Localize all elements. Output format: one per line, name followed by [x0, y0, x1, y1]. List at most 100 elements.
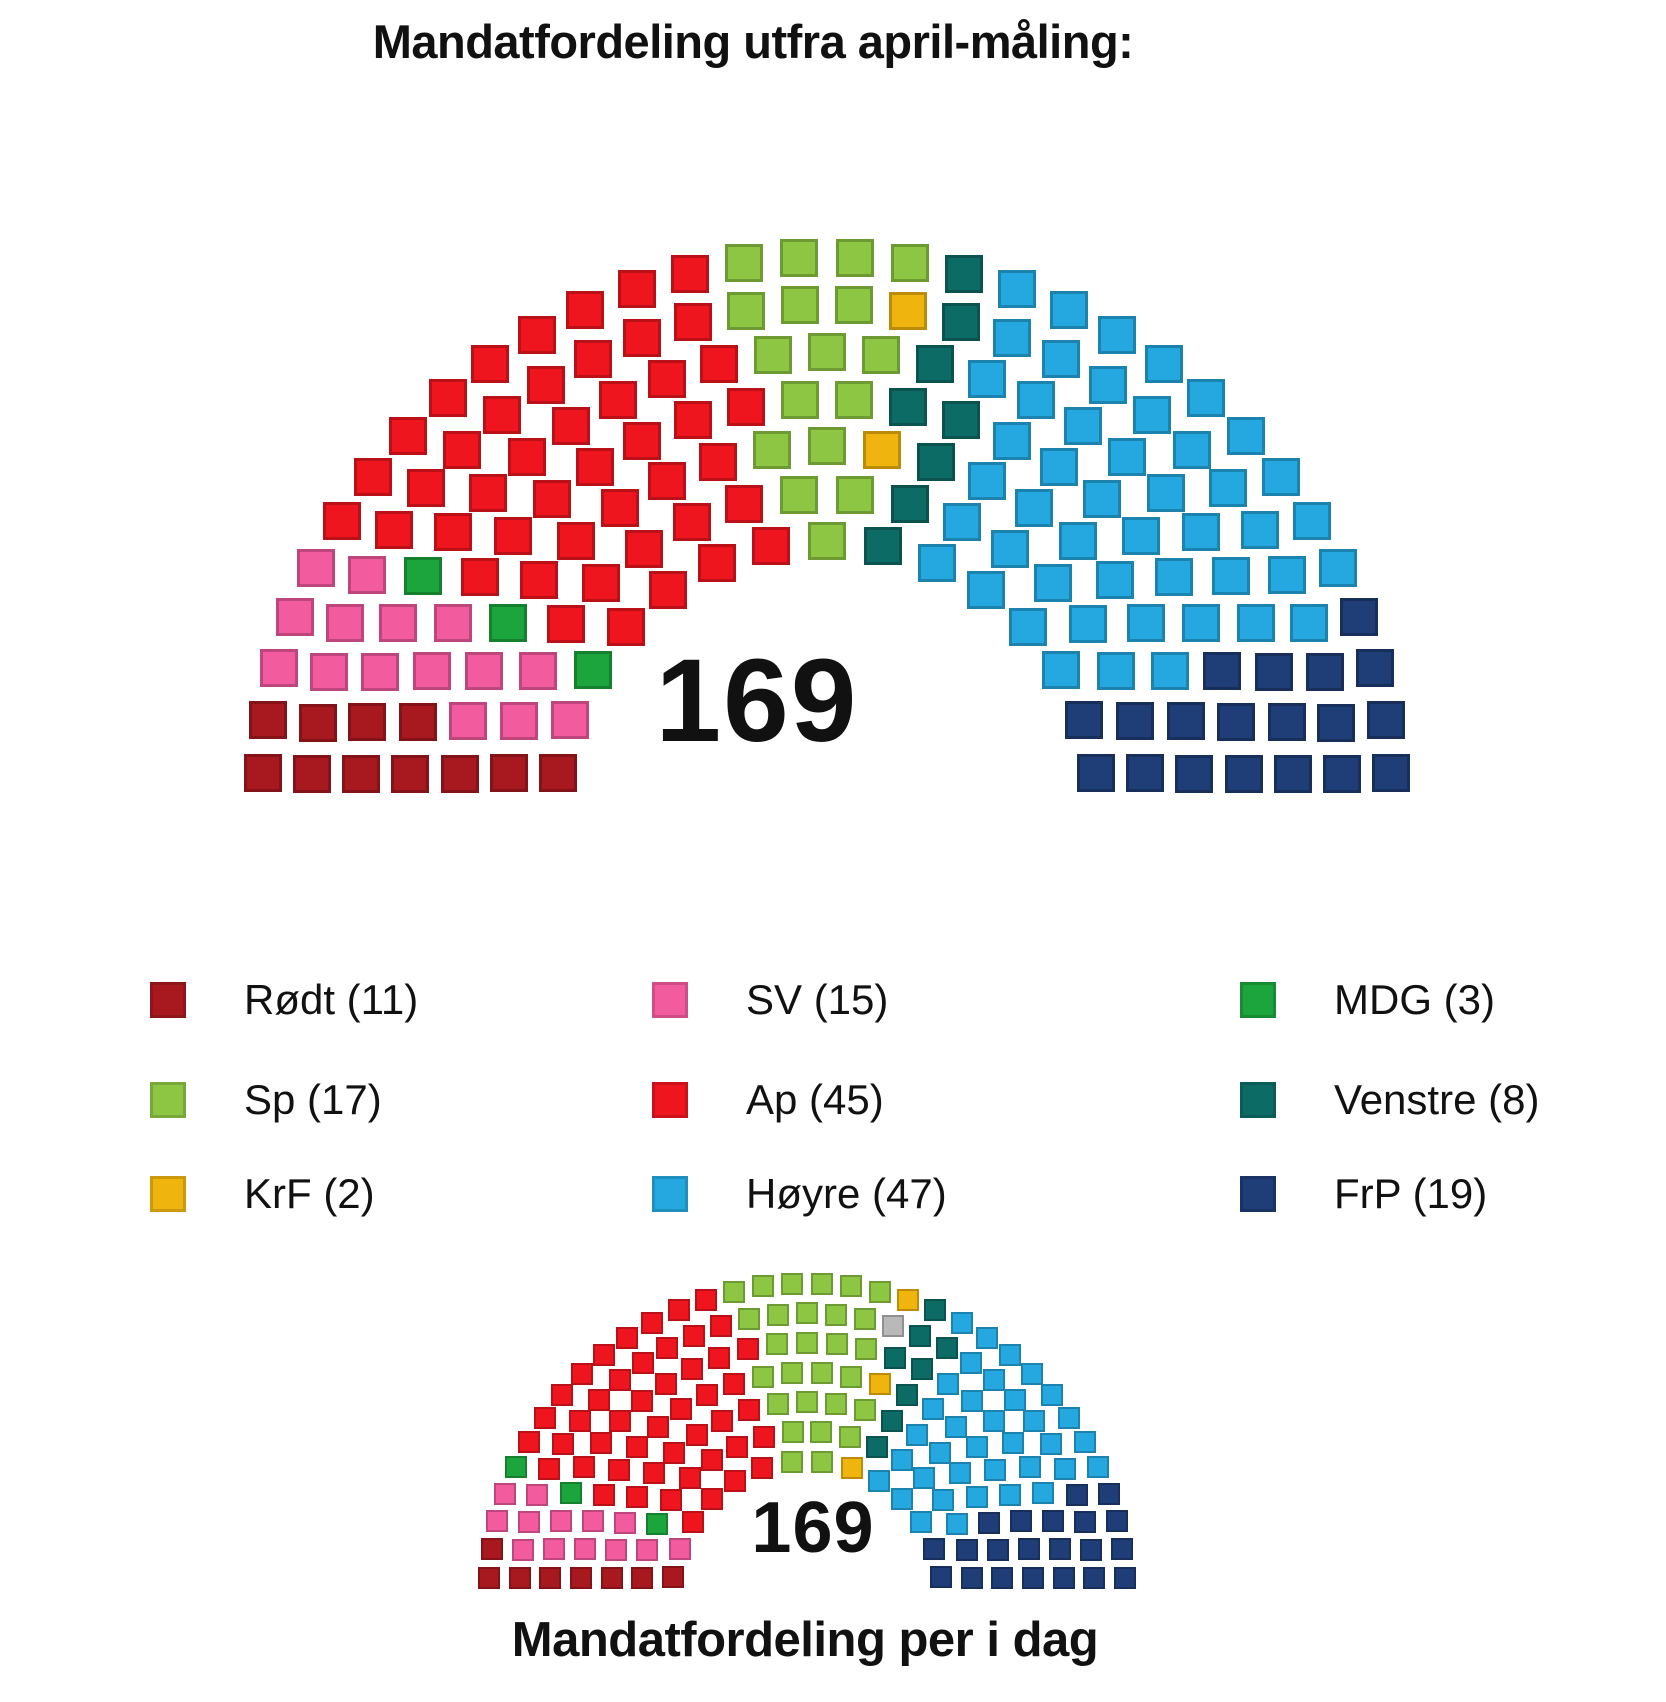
seat-frp	[930, 1566, 953, 1589]
seat-ap	[698, 544, 737, 583]
seat-sp	[862, 336, 901, 375]
seat-høyre	[906, 1423, 929, 1446]
seat-venstre	[941, 302, 980, 341]
seat-frp	[1097, 1482, 1120, 1505]
seat-sv	[297, 549, 336, 588]
seat-andre	[882, 1314, 905, 1337]
seat-ap	[608, 1369, 631, 1392]
legend-swatch	[652, 1176, 688, 1212]
seat-frp	[1042, 1509, 1065, 1532]
seat-ap	[670, 1398, 693, 1421]
seat-ap	[323, 502, 362, 541]
seat-høyre	[961, 1390, 984, 1413]
seat-sp	[781, 286, 819, 325]
seat-frp	[1064, 700, 1103, 739]
seat-sp	[781, 1361, 804, 1384]
seat-frp	[1076, 753, 1115, 792]
seat-ap	[710, 1409, 733, 1432]
seat-frp	[1116, 701, 1155, 740]
seat-høyre	[966, 571, 1005, 610]
seat-sp	[811, 1450, 834, 1473]
seat-høyre	[1049, 290, 1088, 329]
seat-sv	[581, 1510, 604, 1533]
seat-frp	[960, 1567, 983, 1589]
seat-høyre	[950, 1311, 973, 1334]
chart-caption: Mandatfordeling per i dag	[511, 1613, 1099, 1667]
seat-høyre	[1236, 603, 1275, 642]
seat-ap	[600, 488, 639, 527]
seat-krf	[897, 1288, 920, 1311]
seat-ap	[726, 387, 765, 426]
legend-label: Høyre (47)	[746, 1170, 947, 1217]
seat-frp	[1255, 652, 1294, 691]
seat-ap	[674, 302, 713, 341]
seat-sv	[499, 701, 538, 740]
seat-frp	[1022, 1566, 1044, 1589]
seat-sv	[465, 651, 504, 690]
seat-rødt	[292, 755, 331, 794]
seat-rødt	[631, 1567, 654, 1589]
seat-høyre	[1187, 379, 1226, 418]
seat-ap	[662, 1441, 685, 1464]
seat-sv	[360, 652, 399, 691]
seat-sp	[751, 1365, 774, 1388]
seat-ap	[673, 503, 712, 542]
seat-ap	[443, 430, 482, 469]
seat-høyre	[999, 1343, 1022, 1366]
seat-sp	[796, 1302, 818, 1325]
seat-høyre	[867, 1470, 890, 1493]
legend-swatch	[1240, 1082, 1276, 1118]
seat-venstre	[935, 1337, 958, 1360]
seat-sv	[348, 556, 387, 595]
seat-venstre	[883, 1346, 906, 1369]
seat-ap	[589, 1432, 612, 1455]
seat-høyre	[960, 1352, 983, 1375]
seat-høyre	[1039, 1433, 1062, 1456]
seat-ap	[626, 1485, 649, 1508]
seat-frp	[991, 1566, 1014, 1589]
seat-krf	[868, 1372, 891, 1395]
seat-krf	[888, 291, 927, 330]
seat-sv	[412, 652, 451, 691]
seat-sp	[853, 1399, 876, 1422]
seat-ap	[428, 379, 467, 418]
seat-krf	[840, 1457, 863, 1480]
seat-frp	[1267, 703, 1306, 742]
page-title: Mandatfordeling utfra april-måling:	[372, 15, 1134, 68]
seat-høyre	[942, 503, 981, 542]
seat-venstre	[924, 1298, 947, 1321]
legend-item: Ap (45)	[652, 1078, 884, 1122]
seat-ap	[587, 1388, 610, 1411]
seat-ap	[551, 406, 590, 445]
legend-label: Ap (45)	[746, 1076, 884, 1123]
seat-ap	[642, 1462, 665, 1485]
seat-høyre	[1095, 560, 1134, 599]
seat-høyre	[1054, 1458, 1077, 1481]
seat-ap	[576, 447, 615, 486]
legend-label: SV (15)	[746, 976, 889, 1023]
seat-høyre	[1292, 502, 1331, 541]
seat-ap	[681, 1511, 704, 1534]
seat-høyre	[890, 1449, 913, 1472]
seat-frp	[1065, 1484, 1088, 1507]
seat-venstre	[865, 1435, 888, 1458]
seat-rødt	[490, 754, 529, 793]
seat-ap	[508, 437, 547, 476]
seat-høyre	[917, 544, 956, 583]
seat-høyre	[983, 1369, 1006, 1392]
seat-høyre	[1069, 605, 1108, 644]
seat-sp	[810, 1421, 833, 1444]
seat-sv	[526, 1484, 549, 1507]
seat-høyre	[1318, 549, 1357, 588]
seat-rødt	[440, 754, 479, 793]
seat-høyre	[931, 1488, 954, 1511]
seat-frp	[1273, 754, 1312, 793]
seat-ap	[751, 527, 790, 566]
legend-swatch	[652, 982, 688, 1018]
legend-swatch	[150, 1082, 186, 1118]
seat-høyre	[1018, 1456, 1041, 1479]
seat-sp	[808, 427, 846, 466]
seat-venstre	[915, 345, 954, 384]
seat-ap	[607, 1458, 630, 1481]
seat-sp	[781, 1272, 804, 1295]
